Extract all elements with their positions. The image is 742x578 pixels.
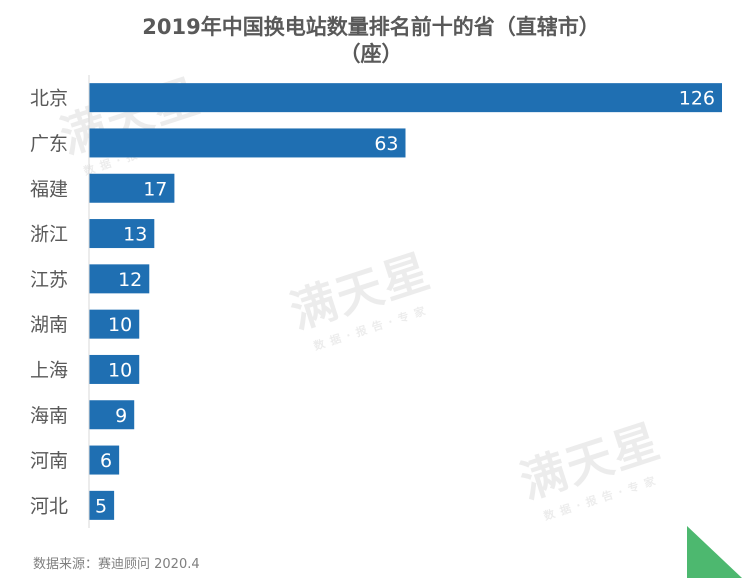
category-label: 福建: [30, 178, 68, 200]
chart-title: 2019年中国换电站数量排名前十的省（直辖市） （座）: [0, 14, 742, 68]
bar: [89, 219, 155, 249]
chart-title-line: 2019年中国换电站数量排名前十的省（直辖市）: [142, 15, 600, 39]
category-label: 湖南: [30, 314, 68, 336]
data-label: 10: [108, 314, 132, 336]
chart-subtitle: （座）: [339, 42, 403, 66]
data-label: 6: [100, 450, 112, 472]
category-label: 上海: [30, 359, 68, 381]
bar: [89, 445, 120, 475]
corner-triangle-icon: [687, 526, 742, 578]
bar: [89, 309, 140, 339]
bar: [89, 128, 406, 158]
category-label: 海南: [30, 405, 68, 427]
bar: [89, 83, 722, 113]
data-source: 数据来源：赛迪顾问 2020.4: [33, 557, 200, 572]
category-label: 广东: [30, 133, 68, 155]
data-label: 17: [143, 178, 167, 200]
data-label: 9: [115, 405, 127, 427]
category-label: 浙江: [30, 224, 68, 246]
data-label: 13: [123, 224, 147, 246]
bar: [89, 354, 140, 384]
bar: [89, 400, 135, 430]
category-label: 江苏: [30, 269, 68, 291]
bar: [89, 264, 150, 294]
category-label: 北京: [30, 88, 68, 110]
data-label: 126: [679, 88, 715, 110]
category-label: 河北: [30, 495, 68, 517]
data-label: 12: [118, 269, 142, 291]
category-label: 河南: [30, 450, 68, 472]
data-label: 5: [95, 495, 107, 517]
data-label: 63: [374, 133, 398, 155]
data-label: 10: [108, 359, 132, 381]
bar: [89, 490, 115, 520]
bar: [89, 173, 175, 203]
